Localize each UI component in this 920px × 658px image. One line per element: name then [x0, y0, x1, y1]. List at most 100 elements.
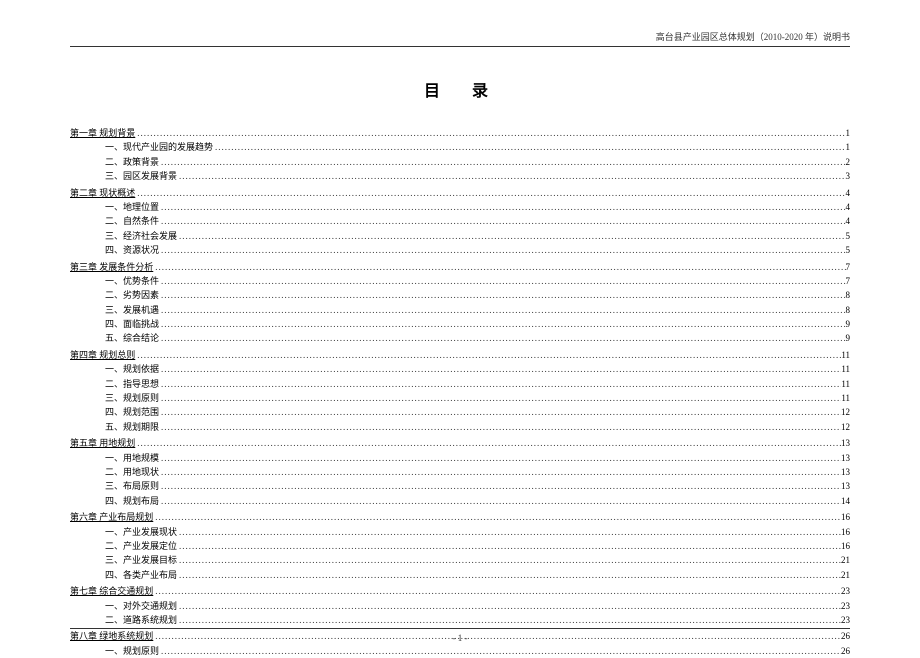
toc-entry-label: 一、现代产业园的发展趋势: [105, 140, 213, 154]
toc-section-row: 一、产业发展现状16: [70, 525, 850, 539]
toc-entry-label: 二、道路系统规划: [105, 613, 177, 627]
toc-leader-dots: [153, 584, 841, 598]
toc-entry-label: 二、指导思想: [105, 377, 159, 391]
toc-leader-dots: [159, 494, 841, 508]
toc-entry-label: 一、用地规模: [105, 451, 159, 465]
toc-entry-page: 8: [846, 303, 851, 317]
toc-section-row: 四、面临挑战 9: [70, 317, 850, 331]
toc-entry-label: 四、规划布局: [105, 494, 159, 508]
toc-entry-label: 四、各类产业布局: [105, 568, 177, 582]
toc-entry-label: 一、优势条件: [105, 274, 159, 288]
toc-entry-label: 一、规划依据: [105, 362, 159, 376]
toc-leader-dots: [135, 126, 845, 140]
toc-chapter-row: 第五章 用地规划13: [70, 436, 850, 450]
toc-entry-page: 16: [841, 510, 850, 524]
toc-section-row: 三、规划原则11: [70, 391, 850, 405]
toc-section-row: 一、对外交通规划 23: [70, 599, 850, 613]
toc-section-row: 五、规划期限 12: [70, 420, 850, 434]
toc-entry-label: 五、综合结论: [105, 331, 159, 345]
toc-leader-dots: [177, 599, 841, 613]
toc-entry-label: 一、产业发展现状: [105, 525, 177, 539]
toc-leader-dots: [135, 348, 841, 362]
toc-entry-page: 12: [841, 420, 850, 434]
toc-leader-dots: [159, 214, 845, 228]
toc-entry-page: 23: [841, 613, 850, 627]
toc-leader-dots: [159, 391, 841, 405]
toc-entry-page: 23: [841, 599, 850, 613]
toc-entry-page: 21: [841, 568, 850, 582]
toc-leader-dots: [159, 465, 841, 479]
toc-entry-page: 13: [841, 479, 850, 493]
toc-section-row: 一、规划依据 11: [70, 362, 850, 376]
toc-leader-dots: [177, 553, 841, 567]
toc-entry-label: 三、经济社会发展: [105, 229, 177, 243]
toc-entry-label: 三、产业发展目标: [105, 553, 177, 567]
toc-entry-label: 三、园区发展背景: [105, 169, 177, 183]
toc-leader-dots: [159, 200, 845, 214]
toc-section-row: 一、用地规模13: [70, 451, 850, 465]
toc-entry-label: 五、规划期限: [105, 420, 159, 434]
toc-section-row: 三、产业发展目标 21: [70, 553, 850, 567]
toc-leader-dots: [153, 260, 845, 274]
toc-entry-label: 三、发展机遇: [105, 303, 159, 317]
toc-entry-page: 14: [841, 494, 850, 508]
toc-entry-page: 16: [841, 539, 850, 553]
toc-entry-label: 二、劣势因素: [105, 288, 159, 302]
toc-section-row: 四、资源状况5: [70, 243, 850, 257]
toc-section-row: 二、自然条件4: [70, 214, 850, 228]
toc-chapter-row: 第六章 产业布局规划 16: [70, 510, 850, 524]
toc-entry-page: 9: [846, 317, 851, 331]
toc-entry-label: 二、用地现状: [105, 465, 159, 479]
toc-entry-label: 一、对外交通规划: [105, 599, 177, 613]
toc-chapter-row: 第一章 规划背景1: [70, 126, 850, 140]
toc-leader-dots: [159, 405, 841, 419]
toc-entry-label: 二、产业发展定位: [105, 539, 177, 553]
toc-chapter-row: 第七章 综合交通规划 23: [70, 584, 850, 598]
toc-entry-label: 三、规划原则: [105, 391, 159, 405]
toc-entry-page: 13: [841, 465, 850, 479]
toc-entry-label: 四、规划范围: [105, 405, 159, 419]
toc-section-row: 三、布局原则 13: [70, 479, 850, 493]
toc-leader-dots: [159, 317, 845, 331]
toc-entry-page: 11: [841, 362, 850, 376]
toc-section-row: 三、发展机遇 8: [70, 303, 850, 317]
toc-section-row: 四、各类产业布局 21: [70, 568, 850, 582]
toc-entry-page: 4: [846, 200, 851, 214]
toc-leader-dots: [159, 479, 841, 493]
toc-entry-label: 第七章 综合交通规划: [70, 584, 153, 598]
toc-leader-dots: [153, 510, 841, 524]
toc-chapter-row: 第二章 现状概述4: [70, 186, 850, 200]
toc-leader-dots: [135, 186, 845, 200]
toc-section-row: 三、经济社会发展 5: [70, 229, 850, 243]
toc-entry-label: 四、面临挑战: [105, 317, 159, 331]
toc-entry-page: 1: [846, 126, 851, 140]
toc-section-row: 二、劣势因素8: [70, 288, 850, 302]
toc-chapter-row: 第四章 规划总则11: [70, 348, 850, 362]
page-footer: - 1 -: [70, 628, 850, 643]
toc-entry-label: 三、布局原则: [105, 479, 159, 493]
toc-section-row: 四、规划布局 14: [70, 494, 850, 508]
toc-entry-label: 二、自然条件: [105, 214, 159, 228]
toc-entry-page: 21: [841, 553, 850, 567]
toc-entry-label: 第三章 发展条件分析: [70, 260, 153, 274]
toc-leader-dots: [159, 451, 841, 465]
toc-section-row: 二、道路系统规划 23: [70, 613, 850, 627]
toc-leader-dots: [159, 243, 845, 257]
toc-entry-page: 23: [841, 584, 850, 598]
toc-entry-label: 一、地理位置: [105, 200, 159, 214]
toc-leader-dots: [159, 362, 841, 376]
toc-leader-dots: [159, 377, 841, 391]
toc-leader-dots: [177, 169, 845, 183]
toc-section-row: 二、指导思想11: [70, 377, 850, 391]
toc-leader-dots: [177, 568, 841, 582]
toc-entry-label: 第二章 现状概述: [70, 186, 135, 200]
toc-leader-dots: [177, 613, 841, 627]
toc-leader-dots: [177, 539, 841, 553]
toc-entry-page: 9: [846, 331, 851, 345]
toc-entry-label: 第六章 产业布局规划: [70, 510, 153, 524]
toc-leader-dots: [159, 420, 841, 434]
toc-entry-page: 3: [846, 169, 851, 183]
toc-leader-dots: [159, 288, 845, 302]
toc-entry-label: 四、资源状况: [105, 243, 159, 257]
toc-entry-page: 5: [846, 229, 851, 243]
